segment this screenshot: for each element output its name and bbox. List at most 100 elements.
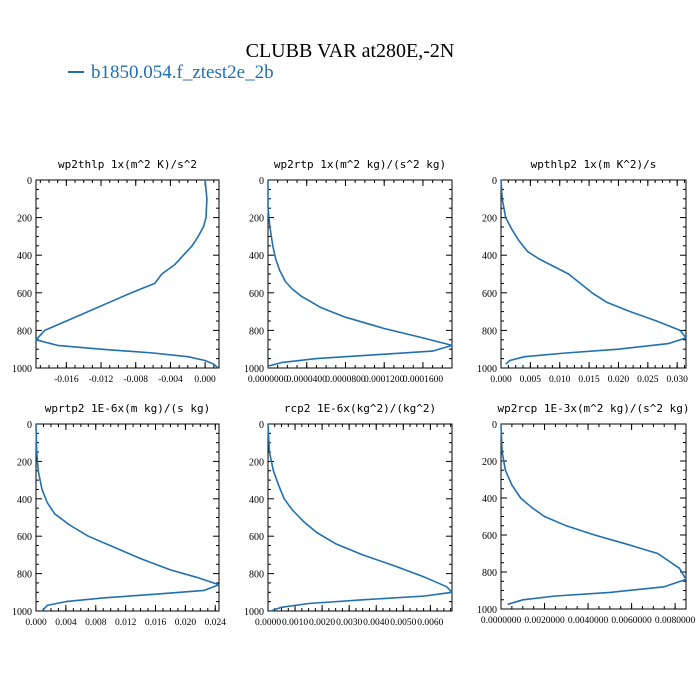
y-tick-label: 200: [17, 214, 32, 225]
x-tick-label: -0.004: [158, 375, 183, 385]
x-tick-label: 0.0040: [363, 618, 389, 628]
x-tick-label: 0.0000: [255, 618, 281, 628]
x-tick-label: 0.0000400: [287, 375, 328, 385]
x-tick-label: 0.024: [205, 618, 227, 628]
x-tick-label: 0.0030: [336, 618, 362, 628]
y-tick-label: 800: [17, 570, 32, 581]
y-tick-label: 600: [482, 289, 497, 300]
plot-panel-6: wp2rcp 1E-3x(m^2 kg)/(s^2 kg)0 200 400 600 8…: [477, 402, 696, 626]
y-tick-label: 200: [482, 457, 497, 468]
plot-frame: [267, 423, 453, 612]
y-tick-label: 1000: [477, 605, 497, 616]
y-tick-label: 600: [17, 289, 32, 300]
y-tick-label: 200: [249, 457, 264, 468]
x-tick-label: 0.0001600: [403, 375, 444, 385]
y-tick-label: 600: [482, 531, 497, 542]
plot-panel-4: wprtp2 1E-6x(m kg)/(s kg) 0 200 400 600 800 10…: [12, 402, 226, 628]
plot-frame: [35, 179, 220, 369]
x-tick-label: 0.0020: [309, 618, 335, 628]
x-tick-label: 0.020: [608, 375, 630, 385]
x-tick-label: 0.000: [25, 618, 47, 628]
panel-title: wp2rtp 1x(m^2 kg)/(s^2 kg): [274, 158, 446, 171]
y-tick-label: 400: [482, 251, 497, 262]
x-tick-label: 0.016: [145, 618, 167, 628]
x-tick-label: 0.012: [115, 618, 137, 628]
y-tick-label: 800: [249, 326, 264, 337]
x-tick-label: 0.004: [55, 618, 77, 628]
x-tick-label: -0.008: [123, 375, 148, 385]
plot-panel-5: rcp2 1E-6x(kg^2)/(kg^2) 0 200 400 600 800 1000…: [244, 402, 453, 628]
x-tick-label: 0.0080000: [655, 616, 696, 626]
plot-panel-2: wp2rtp 1x(m^2 kg)/(s^2 kg) 0 200 400 600 800 1…: [244, 158, 453, 385]
y-tick-label: 600: [249, 532, 264, 543]
series-line: [35, 179, 219, 369]
panel-title: rcp2 1E-6x(kg^2)/(kg^2): [284, 402, 436, 415]
y-tick-label: 0: [492, 420, 497, 431]
panel-title: wp2thlp 1x(m^2 K)/s^2: [58, 158, 197, 171]
y-tick-label: 400: [17, 495, 32, 506]
y-tick-label: 0: [27, 420, 32, 431]
x-tick-label: 0.0000000: [481, 616, 522, 626]
y-tick-label: 400: [249, 251, 264, 262]
panel-title: wpthlp2 1x(m K^2)/s: [531, 158, 657, 171]
x-tick-label: 0.000: [194, 375, 216, 385]
panel-title: wprtp2 1E-6x(m kg)/(s kg): [45, 402, 211, 415]
x-tick-label: 0.0010: [282, 618, 308, 628]
plot-frame: [500, 423, 687, 610]
x-tick-label: 0.020: [175, 618, 197, 628]
x-tick-label: 0.030: [667, 375, 689, 385]
y-tick-label: 1000: [12, 364, 32, 375]
y-tick-label: 0: [27, 176, 32, 187]
x-tick-label: 0.0020000: [524, 616, 565, 626]
y-tick-label: 600: [249, 289, 264, 300]
y-tick-label: 0: [259, 176, 264, 187]
series-line: [35, 423, 220, 612]
plot-frame: [500, 179, 687, 369]
x-tick-label: 0.010: [549, 375, 571, 385]
x-tick-label: 0.0060000: [611, 616, 652, 626]
x-tick-label: 0.008: [85, 618, 107, 628]
x-tick-label: -0.012: [89, 375, 114, 385]
plot-panel-3: wpthlp2 1x(m K^2)/s020040060080010000.00…: [477, 158, 688, 385]
y-tick-label: 200: [17, 457, 32, 468]
plot-frame: [267, 179, 453, 369]
panel-title: wp2rcp 1E-3x(m^2 kg)/(s^2 kg): [497, 402, 689, 415]
y-tick-label: 1000: [12, 607, 32, 618]
y-tick-label: 800: [17, 326, 32, 337]
y-tick-label: 400: [249, 495, 264, 506]
x-tick-label: 0.0000800: [325, 375, 366, 385]
y-tick-label: 800: [482, 326, 497, 337]
x-tick-label: 0.025: [637, 375, 659, 385]
panel-grid: wp2thlp 1x(m^2 K)/s^2 0 200 400 600 800 1000 -0…: [12, 158, 696, 628]
plot-panel-1: wp2thlp 1x(m^2 K)/s^2 0 200 400 600 800 1000 -0…: [12, 158, 220, 385]
series-line: [267, 180, 453, 368]
y-tick-label: 200: [249, 214, 264, 225]
series-line: [500, 179, 687, 365]
y-tick-label: 400: [17, 251, 32, 262]
x-tick-label: 0.000: [490, 375, 512, 385]
figure-title: CLUBB VAR at280E,-2N: [246, 40, 455, 62]
y-tick-label: 600: [17, 532, 32, 543]
y-tick-label: 0: [492, 176, 497, 187]
y-tick-label: 0: [259, 420, 264, 431]
x-tick-label: -0.016: [54, 375, 79, 385]
plot-frame: [35, 423, 220, 612]
y-tick-label: 400: [482, 494, 497, 505]
y-tick-label: 200: [482, 214, 497, 225]
y-tick-label: 1000: [244, 364, 264, 375]
y-tick-label: 1000: [244, 607, 264, 618]
x-tick-label: 0.0060: [417, 618, 443, 628]
series-line: [500, 423, 687, 606]
y-tick-label: 800: [482, 568, 497, 579]
series-line: [267, 423, 453, 612]
y-tick-label: 1000: [477, 364, 497, 375]
x-tick-label: 0.0000000: [248, 375, 289, 385]
y-tick-label: 800: [249, 570, 264, 581]
legend-label: b1850.054.f_ztest2e_2b: [91, 62, 274, 83]
x-tick-label: 0.015: [578, 375, 600, 385]
x-tick-label: 0.0050: [390, 618, 416, 628]
x-tick-label: 0.0001200: [364, 375, 405, 385]
x-tick-label: 0.005: [520, 375, 542, 385]
x-tick-label: 0.0040000: [568, 616, 609, 626]
